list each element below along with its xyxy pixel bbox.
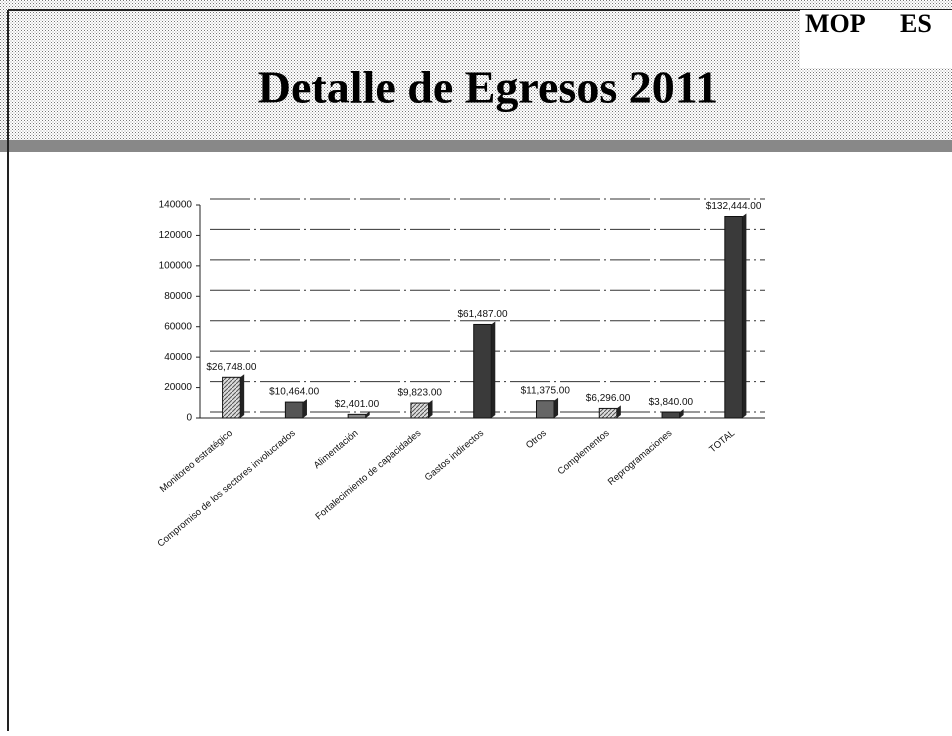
bar [473,323,492,419]
y-tick-label: 80000 [164,291,192,302]
x-tick-label: Complementos [556,428,612,478]
value-label: $3,840.00 [649,397,694,408]
bar [222,376,241,419]
value-label: $2,401.00 [335,399,380,410]
bar [661,411,681,419]
bar-side [365,411,370,418]
logo-box [800,10,952,68]
bar [535,400,555,419]
bar-side [302,399,307,418]
x-tick-label: Gastos indirectos [423,428,486,484]
bar [724,215,743,419]
y-tick-label: 120000 [159,230,193,241]
value-label: $9,823.00 [397,388,442,399]
x-tick-label: Reprogramaciones [606,428,675,488]
bar-side [616,405,621,418]
y-tick-label: 140000 [159,200,193,211]
bar [598,407,618,419]
bar [410,402,430,419]
bar-side [491,321,496,418]
value-label: $6,296.00 [586,393,631,404]
x-tick-label: Compromiso de los sectores involucrados [156,428,298,550]
value-label: $26,748.00 [206,362,256,373]
x-tick-label: Otros [524,428,549,452]
x-tick-label: Alimentación [312,428,361,471]
value-label: $132,444.00 [706,201,762,212]
bar-side [428,400,433,418]
y-tick-label: 0 [186,413,192,424]
logo: MOP [805,9,866,38]
bar-side [679,409,684,418]
bar-side [554,397,559,418]
bar-side [742,213,747,418]
x-tick-label: Fortalecimiento de capacidades [313,428,423,523]
value-label: $10,464.00 [269,387,319,398]
chart-title: Detalle de Egresos 2011 [258,62,718,113]
bar [347,413,367,419]
y-tick-label: 40000 [164,352,192,363]
y-tick-label: 60000 [164,321,192,332]
y-tick-label: 100000 [159,260,193,271]
y-tick-label: 20000 [164,382,192,393]
chart: 020000400006000080000100000120000140000M… [156,198,765,550]
value-label: $11,375.00 [521,385,571,396]
bar-side [240,374,245,418]
value-label: $61,487.00 [457,309,507,320]
header-stripe [0,140,952,152]
header-band [0,0,952,150]
logo-suffix: ES [900,9,932,38]
x-tick-label: TOTAL [707,428,737,456]
bar [284,401,304,419]
